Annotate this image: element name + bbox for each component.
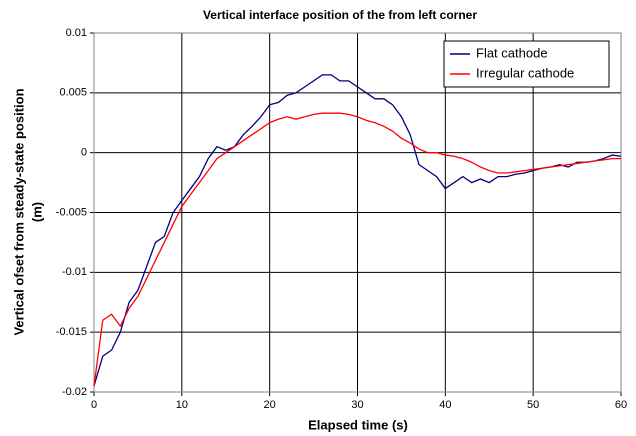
y-axis-label-line: Vertical ofset from steady-state positio… — [11, 88, 26, 335]
y-axis-label: Vertical ofset from steady-state positio… — [11, 88, 44, 335]
y-tick-label: 0.005 — [59, 87, 87, 99]
chart-title: Vertical interface position of the from … — [203, 8, 477, 22]
x-axis-label: Elapsed time (s) — [308, 417, 408, 432]
x-tick-label: 50 — [527, 399, 539, 411]
x-tick-label: 30 — [351, 399, 363, 411]
legend-label: Irregular cathode — [476, 65, 574, 80]
series-line — [93, 74, 622, 387]
plot-border — [93, 32, 622, 393]
x-tick-label: 10 — [176, 399, 188, 411]
legend-label: Flat cathode — [476, 45, 548, 60]
legend-box — [443, 40, 610, 88]
x-tick-label: 20 — [264, 399, 276, 411]
y-tick-label: 0 — [81, 147, 87, 159]
y-tick-label: -0.02 — [62, 386, 87, 398]
x-tick-label: 60 — [615, 399, 627, 411]
y-tick-label: 0.01 — [66, 27, 87, 39]
x-tick-label: 0 — [91, 399, 97, 411]
series-line — [93, 112, 621, 387]
x-tick-label: 40 — [439, 399, 451, 411]
y-tick-label: -0.01 — [62, 266, 87, 278]
y-tick-label: -0.005 — [56, 206, 87, 218]
y-axis-label-line: (m) — [29, 202, 44, 222]
y-tick-label: -0.015 — [56, 326, 87, 338]
